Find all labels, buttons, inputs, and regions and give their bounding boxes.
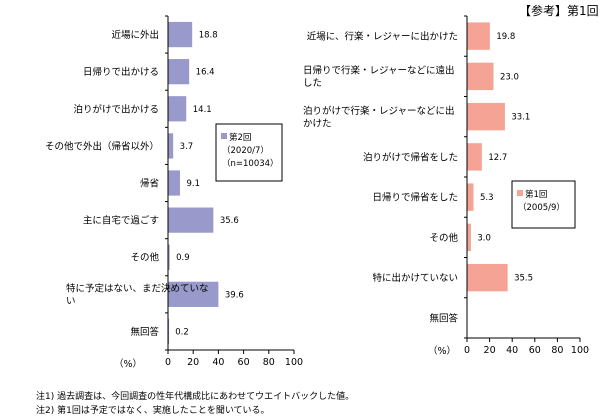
right-bar (467, 22, 490, 50)
right-category-label: 日帰りで行楽・レジャーなどに遠出 (303, 65, 455, 77)
left-bar (168, 133, 174, 159)
left-data-label: 35.6 (220, 216, 239, 226)
right-data-label: 23.0 (500, 72, 519, 82)
right-category-label: 泊りがけで帰省をした (363, 151, 458, 163)
right-category-label: かけた (303, 118, 332, 129)
left-data-label: 16.4 (196, 68, 215, 78)
note-2: 注2) 第1回は予定ではなく、実施したことを聞いている。 (36, 406, 270, 416)
reference-header: 【参考】第1回 (519, 4, 599, 18)
left-x-tick-label: 80 (263, 357, 275, 368)
left-bar (168, 244, 170, 270)
left-legend-label: 第2回 (229, 132, 251, 143)
right-data-label: 3.0 (477, 233, 491, 243)
left-bar (168, 207, 214, 233)
right-bar (467, 62, 494, 91)
left-data-label: 3.7 (180, 142, 194, 152)
left-data-label: 0.2 (175, 327, 189, 337)
right-category-label: 近場に、行楽・レジャーに出かけた (307, 31, 458, 43)
right-category-label: 無回答 (429, 312, 458, 324)
right-legend-label: （2005/9） (518, 202, 565, 213)
right-bar (467, 263, 508, 292)
left-category-label: その他で外出（帰省以外） (45, 140, 159, 152)
right-legend-box (511, 180, 576, 229)
left-x-tick-label: 0 (165, 357, 171, 368)
left-category-label: 無回答 (130, 326, 159, 338)
left-category-label: 帰省 (140, 178, 159, 190)
left-category-label: 泊りがけで出かける (73, 103, 159, 115)
left-x-unit-label: （%） (114, 358, 142, 370)
right-category-label: 日帰りで帰省をした (372, 192, 458, 204)
right-legend-swatch (517, 190, 523, 196)
right-x-tick-label: 40 (506, 345, 518, 356)
left-data-label: 18.8 (199, 31, 218, 41)
right-data-label: 19.8 (496, 32, 515, 42)
right-category-label: その他 (429, 232, 458, 244)
left-data-label: 9.1 (186, 179, 200, 189)
left-legend-label: （n=10034） (222, 158, 279, 169)
left-x-tick-label: 60 (238, 357, 250, 368)
right-data-label: 35.5 (514, 274, 533, 284)
right-bar (467, 102, 505, 131)
note-1: 注1) 過去調査は、今回調査の性年代構成比にあわせてウエイトバックした値。 (36, 392, 355, 402)
right-category-label: 特に出かけていない (372, 272, 458, 284)
right-x-tick-label: 60 (529, 345, 541, 356)
left-category-label: 日帰りで出かける (83, 66, 159, 78)
left-bar (168, 59, 190, 85)
right-data-label: 12.7 (488, 153, 507, 163)
right-bar (467, 143, 482, 171)
left-data-label: 0.9 (176, 253, 190, 263)
right-category-label: 泊りがけで行楽・レジャーなどに出 (303, 105, 455, 117)
left-data-label: 14.1 (193, 105, 212, 115)
right-bar (467, 183, 474, 211)
left-x-tick-label: 40 (212, 357, 224, 368)
right-legend-label: 第1回 (525, 189, 547, 200)
right-category-label: した (303, 78, 322, 89)
left-legend-label: （2020/7） (222, 145, 269, 156)
right-x-tick-label: 0 (464, 345, 470, 356)
right-bar (467, 223, 471, 252)
right-data-label: 33.1 (511, 113, 530, 123)
left-legend-swatch (221, 133, 227, 139)
left-category-label: 主に自宅で過ごす (83, 215, 159, 227)
left-bar (168, 21, 193, 48)
right-x-tick-label: 80 (551, 345, 563, 356)
left-category-label: 特に予定はない、まだ決めていな (66, 283, 209, 295)
left-bar (168, 318, 170, 345)
left-category-label: い (66, 296, 76, 307)
right-data-label: 5.3 (480, 193, 494, 203)
left-data-label: 39.6 (225, 290, 244, 300)
left-category-label: 近場に外出 (111, 29, 159, 41)
right-x-tick-label: 20 (484, 345, 496, 356)
right-x-unit-label: （%） (428, 345, 456, 357)
right-x-tick-label: 100 (571, 345, 589, 356)
left-category-label: その他 (130, 252, 159, 264)
left-x-tick-label: 100 (285, 357, 303, 368)
left-bar (168, 170, 180, 196)
left-bar (168, 281, 219, 307)
left-bar (168, 96, 187, 122)
left-x-tick-label: 20 (187, 357, 199, 368)
